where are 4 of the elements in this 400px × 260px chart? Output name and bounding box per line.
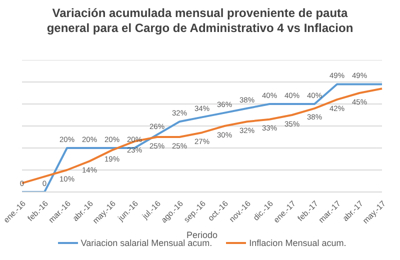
chart-title: Variación acumulada mensual proveniente de pauta general para el Cargo de Administrativo 4 vs Inflacion bbox=[46, 5, 354, 37]
x-axis-title: Periodo bbox=[186, 230, 218, 240]
legend-label: Variacion salarial Mensual acum. bbox=[80, 238, 212, 248]
legend-label: Inflacion Mensual acum. bbox=[248, 238, 346, 248]
